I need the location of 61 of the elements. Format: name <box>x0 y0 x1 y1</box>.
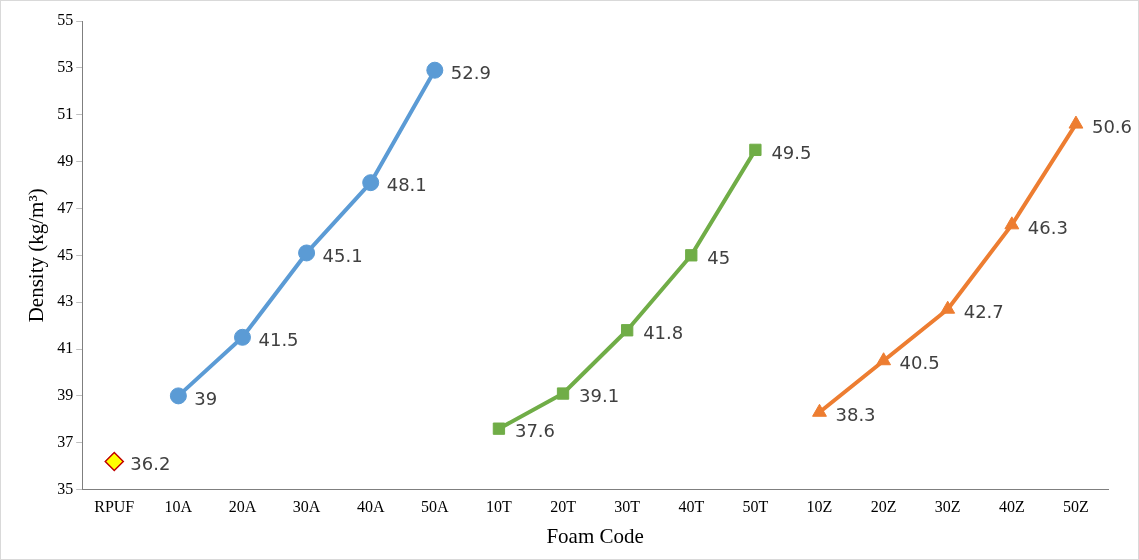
point <box>1004 216 1020 230</box>
x-tick-label: 30Z <box>934 498 961 516</box>
x-tick-label: 10T <box>486 498 513 516</box>
x-tick-label: 20Z <box>870 498 897 516</box>
x-tick-label: 50A <box>421 498 450 516</box>
point <box>104 451 125 472</box>
point <box>298 244 316 262</box>
point <box>492 422 506 435</box>
y-tick-label: 41 <box>57 339 74 357</box>
x-tick-label: 40A <box>356 498 385 516</box>
point <box>812 403 827 417</box>
data-label: 38.3 <box>835 403 876 425</box>
data-label: 39 <box>194 387 218 409</box>
x-tick-label: 20T <box>550 498 577 516</box>
data-label: 36.2 <box>130 453 171 475</box>
y-tick-label: 51 <box>57 104 74 122</box>
point <box>621 324 634 337</box>
data-label: 41.5 <box>258 328 299 350</box>
y-tick-label: 45 <box>57 245 74 263</box>
y-axis-title: Density (kg/m³) <box>24 188 49 323</box>
data-label: 50.6 <box>1091 115 1133 137</box>
point <box>233 328 251 346</box>
data-label: 41.8 <box>643 321 684 343</box>
point <box>169 387 187 405</box>
data-label: 45.1 <box>322 244 363 266</box>
point <box>749 143 762 157</box>
y-tick-label: 49 <box>57 151 74 169</box>
data-label: 48.1 <box>386 174 427 196</box>
data-label: 39.1 <box>579 385 620 407</box>
y-tick-label: 47 <box>57 198 74 216</box>
x-tick-label: 30T <box>614 498 641 516</box>
x-tick-label: 10Z <box>806 498 833 516</box>
x-tick-label: 10A <box>164 498 193 516</box>
y-tick-label: 53 <box>57 58 74 76</box>
point <box>1068 115 1084 129</box>
x-tick-label: 40Z <box>998 498 1025 516</box>
y-tick-label: 37 <box>57 432 74 450</box>
data-label: 46.3 <box>1027 216 1068 238</box>
point <box>876 352 892 366</box>
point <box>556 387 570 400</box>
x-tick-label: 40T <box>678 498 705 516</box>
y-tick-label: 43 <box>57 292 74 310</box>
data-label: 45 <box>707 246 731 268</box>
data-label: 40.5 <box>899 352 940 374</box>
point <box>940 300 956 314</box>
data-label: 52.9 <box>450 61 491 83</box>
point <box>362 174 380 192</box>
data-label: 37.6 <box>514 420 556 442</box>
data-label: 49.5 <box>771 141 812 163</box>
y-tick-label: 39 <box>57 386 74 404</box>
y-tick-label: 35 <box>57 479 74 497</box>
point <box>426 61 444 79</box>
x-tick-label: RPUF <box>94 498 135 516</box>
data-label: 42.7 <box>963 300 1004 322</box>
y-tick-label: 55 <box>57 11 74 29</box>
point <box>685 249 698 262</box>
x-axis-title: Foam Code <box>546 523 644 548</box>
x-tick-label: 50T <box>742 498 769 516</box>
x-tick-label: 20A <box>228 498 257 516</box>
x-tick-label: 50Z <box>1063 498 1089 516</box>
x-tick-label: 30A <box>292 498 321 516</box>
